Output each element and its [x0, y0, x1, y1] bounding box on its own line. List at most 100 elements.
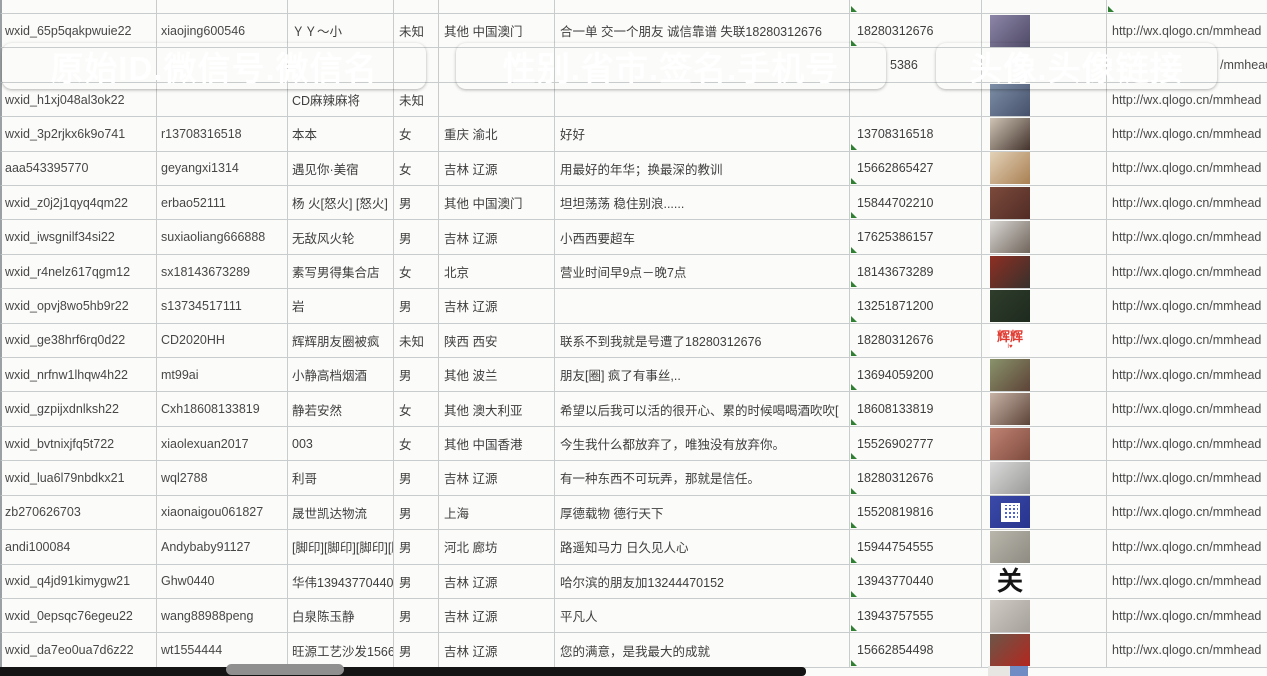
cell-name[interactable]: 静若安然 [288, 392, 394, 426]
cell-gender[interactable]: 女 [394, 426, 439, 461]
cell-phone[interactable]: 15662865427 [850, 151, 982, 186]
cell-region[interactable]: 吉林 辽源 [439, 289, 555, 323]
cell-phone[interactable]: 5386 [850, 48, 982, 82]
cell-link[interactable]: http://wx.qlogo.cn/mmhead [1107, 289, 1267, 322]
cell-avatar[interactable]: 关 [982, 564, 1107, 598]
cell-signature[interactable]: 坦坦荡荡 稳住别浪...... [555, 186, 850, 220]
cell-signature[interactable]: 今生我什么都放弃了，唯独没有放弃你。 [555, 426, 850, 461]
cell-avatar[interactable] [982, 48, 1107, 82]
cell-region[interactable]: 吉林 辽源 [439, 633, 555, 667]
cell-account[interactable] [157, 82, 288, 117]
cell-avatar[interactable] [982, 220, 1107, 254]
cell-link[interactable]: http://wx.qlogo.cn/mmhead [1107, 83, 1267, 116]
cell-account[interactable]: sx18143673289 [157, 254, 288, 289]
cell-region[interactable]: 吉林 辽源 [439, 564, 555, 598]
cell-link[interactable]: http://wx.qlogo.cn/mmhead [1107, 255, 1267, 288]
cell-signature[interactable]: 小西西要超车 [555, 220, 850, 254]
cell-account[interactable]: Ghw0440 [157, 564, 288, 598]
cell-id[interactable]: wxid_ge38hrf6rq0d22 [2, 323, 157, 358]
cell-avatar[interactable] [982, 14, 1107, 48]
cell-link[interactable]: http://wx.qlogo.cn/mmhead [1107, 220, 1267, 253]
cell-id[interactable]: wxid_3p2rjkx6k9o741 [2, 117, 157, 151]
cell-region[interactable]: 吉林 辽源 [439, 151, 555, 186]
cell-gender[interactable]: 男 [394, 289, 439, 323]
cell-avatar[interactable] [982, 633, 1107, 667]
cell-signature[interactable] [555, 82, 850, 117]
cell-region[interactable]: 吉林 辽源 [439, 598, 555, 633]
cell-region[interactable]: 河北 廊坊 [439, 530, 555, 564]
cell-phone[interactable]: 18280312676 [850, 461, 982, 495]
cell-region[interactable]: 北京 [439, 254, 555, 289]
cell-gender[interactable]: 女 [394, 151, 439, 186]
cell-gender[interactable] [394, 0, 439, 13]
cell-link[interactable]: http://wx.qlogo.cn/mmhead [1107, 461, 1267, 494]
cell-signature[interactable]: 朋友[圈] 疯了有事丝,.. [555, 358, 850, 392]
cell-avatar[interactable] [982, 117, 1107, 151]
cell-region[interactable]: 其他 中国澳门 [439, 186, 555, 220]
cell-signature[interactable]: 合一单 交一个朋友 诚信靠谱 失联18280312676 [555, 14, 850, 48]
cell-account[interactable]: suxiaoliang666888 [157, 220, 288, 254]
cell-region[interactable]: 重庆 渝北 [439, 117, 555, 151]
cell-account[interactable]: CD2020HH [157, 323, 288, 358]
cell-id[interactable]: wxid_z0j2j1qyq4qm22 [2, 186, 157, 220]
cell-phone[interactable]: 18280312676 [850, 14, 982, 48]
cell-account[interactable]: geyangxi1314 [157, 151, 288, 186]
cell-id[interactable]: wxid_r4nelz617qgm12 [2, 254, 157, 289]
cell-name[interactable]: 素写男得集合店 [288, 254, 394, 289]
cell-signature[interactable] [555, 48, 850, 82]
cell-avatar[interactable] [982, 392, 1107, 426]
cell-name[interactable]: ＹＹ～小 [288, 14, 394, 48]
cell-avatar[interactable] [982, 358, 1107, 392]
cell-name[interactable]: 旺源工艺沙发15662854 [288, 633, 394, 667]
cell-gender[interactable]: 男 [394, 186, 439, 220]
cell-gender[interactable]: 男 [394, 633, 439, 667]
cell-phone[interactable]: 18608133819 [850, 392, 982, 426]
cell-signature[interactable]: 用最好的年华；换最深的教训 [555, 151, 850, 186]
cell-region[interactable] [439, 0, 555, 13]
cell-region[interactable]: 陕西 西安 [439, 323, 555, 358]
cell-gender[interactable]: 女 [394, 254, 439, 289]
cell-account[interactable]: Andybaby91127 [157, 530, 288, 564]
cell-account[interactable]: wang88988peng [157, 598, 288, 633]
cell-region[interactable] [439, 48, 555, 82]
cell-region[interactable]: 其他 中国澳门 [439, 14, 555, 48]
cell-account[interactable] [157, 0, 288, 13]
cell-id[interactable] [2, 48, 157, 82]
cell-name[interactable] [288, 48, 394, 82]
cell-avatar[interactable] [982, 151, 1107, 186]
cell-avatar[interactable] [982, 426, 1107, 461]
cell-phone[interactable]: 13943757555 [850, 598, 982, 633]
cell-phone[interactable]: 15520819816 [850, 495, 982, 530]
cell-phone[interactable]: 13708316518 [850, 117, 982, 151]
cell-phone[interactable]: 13943770440 [850, 564, 982, 598]
cell-id[interactable]: zb270626703 [2, 495, 157, 530]
cell-region[interactable]: 上海 [439, 495, 555, 530]
cell-avatar[interactable] [982, 186, 1107, 220]
cell-avatar[interactable] [982, 530, 1107, 564]
cell-signature[interactable]: 有一种东西不可玩弄，那就是信任。 [555, 461, 850, 495]
cell-name[interactable]: 小静高档烟酒 [288, 358, 394, 392]
cell-id[interactable]: wxid_bvtnixjfq5t722 [2, 426, 157, 461]
cell-name[interactable]: 无敌风火轮 [288, 220, 394, 254]
cell-phone[interactable]: 15662854498 [850, 633, 982, 667]
cell-account[interactable]: xiaojing600546 [157, 14, 288, 48]
cell-gender[interactable]: 女 [394, 117, 439, 151]
cell-account[interactable]: xiaonaigou061827 [157, 495, 288, 530]
cell-gender[interactable]: 男 [394, 461, 439, 495]
cell-region[interactable]: 吉林 辽源 [439, 220, 555, 254]
cell-link[interactable]: http://wx.qlogo.cn/mmhead [1107, 633, 1267, 666]
cell-signature[interactable] [555, 289, 850, 323]
cell-link[interactable]: http://wx.qlogo.cn/mmhead [1107, 186, 1267, 219]
cell-signature[interactable]: 厚德载物 德行天下 [555, 495, 850, 530]
cell-id[interactable]: aaa543395770 [2, 151, 157, 186]
cell-id[interactable]: wxid_da7eo0ua7d6z22 [2, 633, 157, 667]
cell-account[interactable]: r13708316518 [157, 117, 288, 151]
cell-signature[interactable]: 路遥知马力 日久见人心 [555, 530, 850, 564]
cell-signature[interactable]: 联系不到我就是号遭了18280312676 [555, 323, 850, 358]
cell-avatar[interactable] [982, 289, 1107, 323]
cell-name[interactable]: CD麻辣麻将 [288, 82, 394, 117]
cell-id[interactable]: wxid_0epsqc76egeu22 [2, 598, 157, 633]
cell-region[interactable]: 其他 澳大利亚 [439, 392, 555, 426]
cell-region[interactable] [439, 82, 555, 117]
cell-account[interactable]: Cxh18608133819 [157, 392, 288, 426]
